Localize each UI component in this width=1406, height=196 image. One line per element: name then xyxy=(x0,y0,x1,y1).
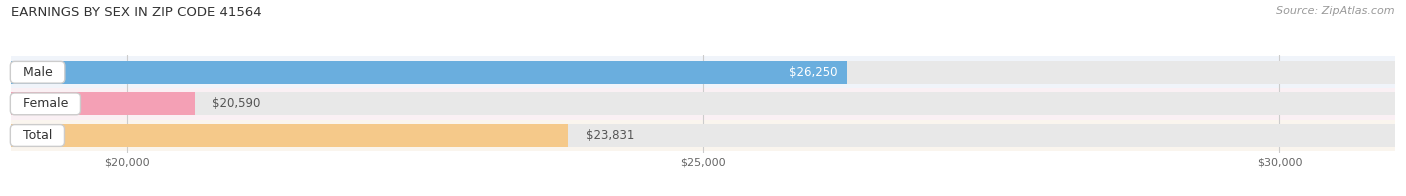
Text: Source: ZipAtlas.com: Source: ZipAtlas.com xyxy=(1277,6,1395,16)
Bar xyxy=(11,61,846,84)
Bar xyxy=(11,88,1395,120)
Bar xyxy=(11,93,194,115)
Bar xyxy=(11,124,568,147)
Text: Male: Male xyxy=(14,66,60,79)
Text: $20,590: $20,590 xyxy=(212,97,260,110)
Bar xyxy=(11,120,1395,151)
Text: Total: Total xyxy=(14,129,60,142)
Text: $23,831: $23,831 xyxy=(585,129,634,142)
Text: EARNINGS BY SEX IN ZIP CODE 41564: EARNINGS BY SEX IN ZIP CODE 41564 xyxy=(11,6,262,19)
Bar xyxy=(11,61,1395,84)
Bar xyxy=(11,124,1395,147)
Text: Female: Female xyxy=(14,97,76,110)
Bar xyxy=(11,56,1395,88)
Bar xyxy=(11,93,1395,115)
Text: $26,250: $26,250 xyxy=(789,66,838,79)
